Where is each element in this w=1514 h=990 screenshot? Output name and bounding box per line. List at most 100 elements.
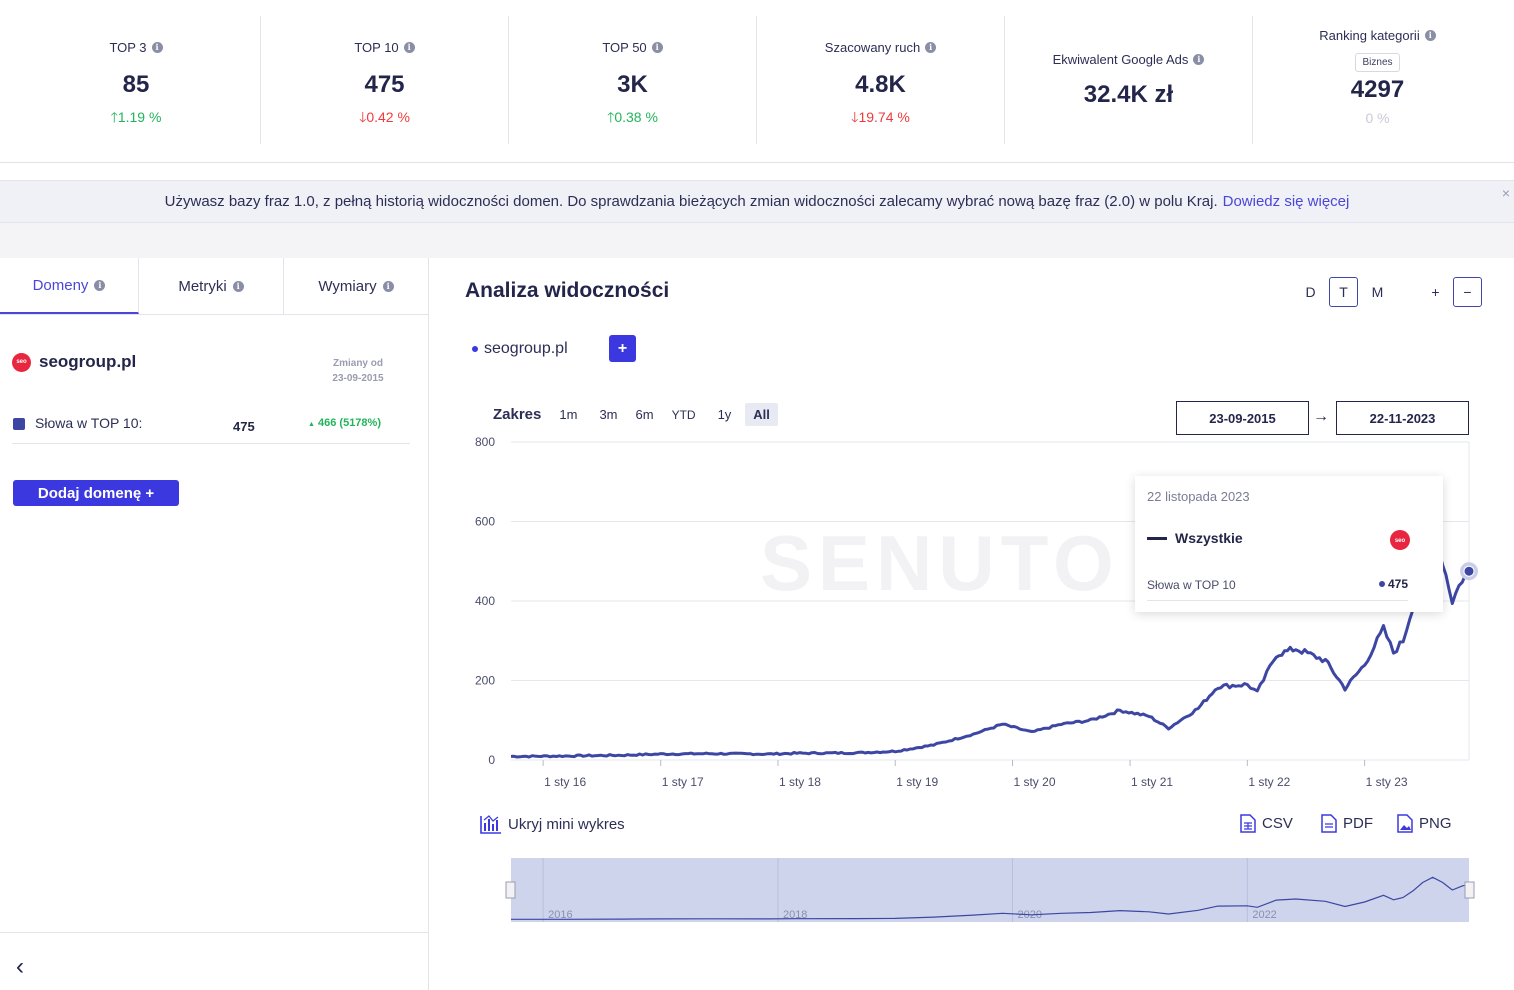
tooltip-metric: Słowa w TOP 10 xyxy=(1147,578,1236,592)
zoom-out-button[interactable]: − xyxy=(1453,277,1482,307)
x-tick-label: 1 sty 21 xyxy=(1131,775,1173,789)
navigator-handle-left[interactable] xyxy=(505,881,516,899)
range-ytd[interactable]: YTD xyxy=(671,407,696,422)
chart-bars-icon xyxy=(480,815,501,834)
export-label: CSV xyxy=(1262,815,1293,832)
kpi-value: 85 xyxy=(122,71,150,98)
domain-row: seo seogroup.pl xyxy=(12,352,136,372)
x-tick-label: 1 sty 16 xyxy=(544,775,586,789)
file-csv-icon xyxy=(1240,814,1256,833)
info-icon[interactable]: i xyxy=(403,42,415,53)
logo-text: seo xyxy=(1395,538,1406,544)
mini-navigator-chart[interactable]: 2016 2018 2020 2022 xyxy=(505,856,1480,926)
export-png-button[interactable]: PNG xyxy=(1397,814,1452,833)
arrow-right-icon: → xyxy=(1313,408,1329,425)
spacer-bar xyxy=(0,223,1514,258)
y-tick-label: 800 xyxy=(475,435,495,449)
info-icon: i xyxy=(382,280,394,292)
info-icon[interactable]: i xyxy=(925,42,937,53)
granularity-week[interactable]: T xyxy=(1329,277,1358,307)
kpi-label: TOP 3 xyxy=(109,40,147,55)
range-3m[interactable]: 3m xyxy=(599,407,618,422)
hover-point[interactable] xyxy=(1463,565,1475,577)
arrow-up-icon: 🡑 xyxy=(607,109,615,125)
learn-more-link[interactable]: Dowiedz się więcej xyxy=(1222,193,1350,210)
kpi-change: 1.19 % xyxy=(117,109,162,125)
chevron-left-icon[interactable]: ‹ xyxy=(16,953,24,980)
kpi-change: 0.42 % xyxy=(366,109,410,125)
info-icon: i xyxy=(232,280,244,292)
y-axis: 0 200 400 600 800 xyxy=(475,435,495,767)
tooltip-date: 22 listopada 2023 xyxy=(1147,489,1250,504)
export-pdf-button[interactable]: PDF xyxy=(1321,814,1373,833)
close-icon[interactable]: × xyxy=(1501,185,1510,201)
range-6m[interactable]: 6m xyxy=(635,407,654,422)
tab-metrics[interactable]: Metryki i xyxy=(139,258,284,314)
add-domain-button[interactable]: Dodaj domenę + xyxy=(13,480,179,506)
date-to-input[interactable]: 22-11-2023 xyxy=(1336,401,1469,435)
navigator-tick-label: 2016 xyxy=(548,909,572,921)
info-icon[interactable]: i xyxy=(151,42,163,53)
tab-dimensions[interactable]: Wymiary i xyxy=(284,258,428,314)
chart-tooltip: 22 listopada 2023 Wszystkie seo Słowa w … xyxy=(1135,476,1443,612)
metric-label: Słowa w TOP 10: xyxy=(35,415,143,431)
kpi-change: 19.74 % xyxy=(858,109,910,125)
changes-since-label: Zmiany od xyxy=(332,358,383,369)
panel-tabs: Domeny i Metryki i Wymiary i xyxy=(0,258,428,315)
series-color-swatch xyxy=(13,418,25,430)
y-tick-label: 200 xyxy=(475,674,495,688)
kpi-change: 0.38 % xyxy=(614,109,658,125)
series-dot xyxy=(472,346,478,352)
zoom-in-button[interactable]: + xyxy=(1431,284,1440,300)
metric-row: Słowa w TOP 10: 475 ▲ 466 (5178%) xyxy=(12,414,410,444)
database-notice: Używasz bazy fraz 1.0, z pełną historią … xyxy=(0,180,1514,223)
hide-mini-chart-button[interactable]: Ukryj mini wykres xyxy=(480,814,625,834)
triangle-up-icon: ▲ xyxy=(308,421,315,428)
y-tick-label: 400 xyxy=(475,594,495,608)
kpi-category-ranking: Ranking kategorii i Biznes 4297 0 % xyxy=(1252,16,1502,144)
category-badge: Biznes xyxy=(1355,53,1400,72)
granularity-day[interactable]: D xyxy=(1305,284,1316,300)
legend-domain[interactable]: seogroup.pl xyxy=(472,340,568,358)
kpi-top50: TOP 50 i 3K 🡑0.38 % xyxy=(508,16,756,144)
range-label: Zakres xyxy=(493,406,542,423)
navigator-selection[interactable] xyxy=(511,858,1469,922)
watermark: SENUTO xyxy=(760,519,1120,607)
kpi-value: 3K xyxy=(617,71,648,98)
tab-label: Metryki xyxy=(178,277,227,295)
divider xyxy=(1147,600,1408,601)
range-all[interactable]: All xyxy=(745,403,778,426)
export-csv-button[interactable]: CSV xyxy=(1240,814,1293,833)
info-icon[interactable]: i xyxy=(1193,54,1205,65)
domain-logo: seo xyxy=(1390,530,1410,550)
tooltip-value: 475 xyxy=(1387,577,1408,591)
tab-label: Domeny xyxy=(32,276,89,294)
kpi-strip: TOP 3 i 85 🡑 1.19 % TOP 10 i 475 🡓0.42 % TO… xyxy=(0,0,1514,163)
tab-domains[interactable]: Domeny i xyxy=(0,258,139,314)
domain-name: seogroup.pl xyxy=(39,352,137,371)
info-icon[interactable]: i xyxy=(651,42,663,53)
y-tick-label: 600 xyxy=(475,515,495,529)
x-axis: 1 sty 16 1 sty 17 1 sty 18 1 sty 19 1 sty 20… xyxy=(542,760,1408,789)
kpi-traffic: Szacowany ruch i 4.8K 🡓19.74 % xyxy=(756,16,1004,144)
range-1y[interactable]: 1y xyxy=(717,407,732,422)
navigator-tick-label: 2022 xyxy=(1252,909,1276,921)
navigator-tick-label: 2018 xyxy=(783,909,807,921)
kpi-label: Ranking kategorii xyxy=(1319,28,1420,43)
tooltip-series: Wszystkie xyxy=(1175,530,1243,546)
kpi-value: 4297 xyxy=(1350,76,1405,103)
tab-label: Wymiary xyxy=(318,277,377,295)
kpi-top10: TOP 10 i 475 🡓0.42 % xyxy=(260,16,508,144)
date-from-input[interactable]: 23-09-2015 xyxy=(1176,401,1309,435)
x-tick-label: 1 sty 19 xyxy=(896,775,938,789)
x-tick-label: 1 sty 18 xyxy=(779,775,821,789)
file-pdf-icon xyxy=(1321,814,1337,833)
y-tick-label: 0 xyxy=(488,753,495,767)
granularity-month[interactable]: M xyxy=(1371,284,1384,300)
info-icon[interactable]: i xyxy=(1424,30,1436,41)
navigator-handle-right[interactable] xyxy=(1464,881,1475,899)
collapse-bar: ‹ xyxy=(0,932,428,990)
range-1m[interactable]: 1m xyxy=(559,407,578,422)
series-line xyxy=(510,531,1470,759)
add-series-button[interactable]: + xyxy=(609,335,636,362)
